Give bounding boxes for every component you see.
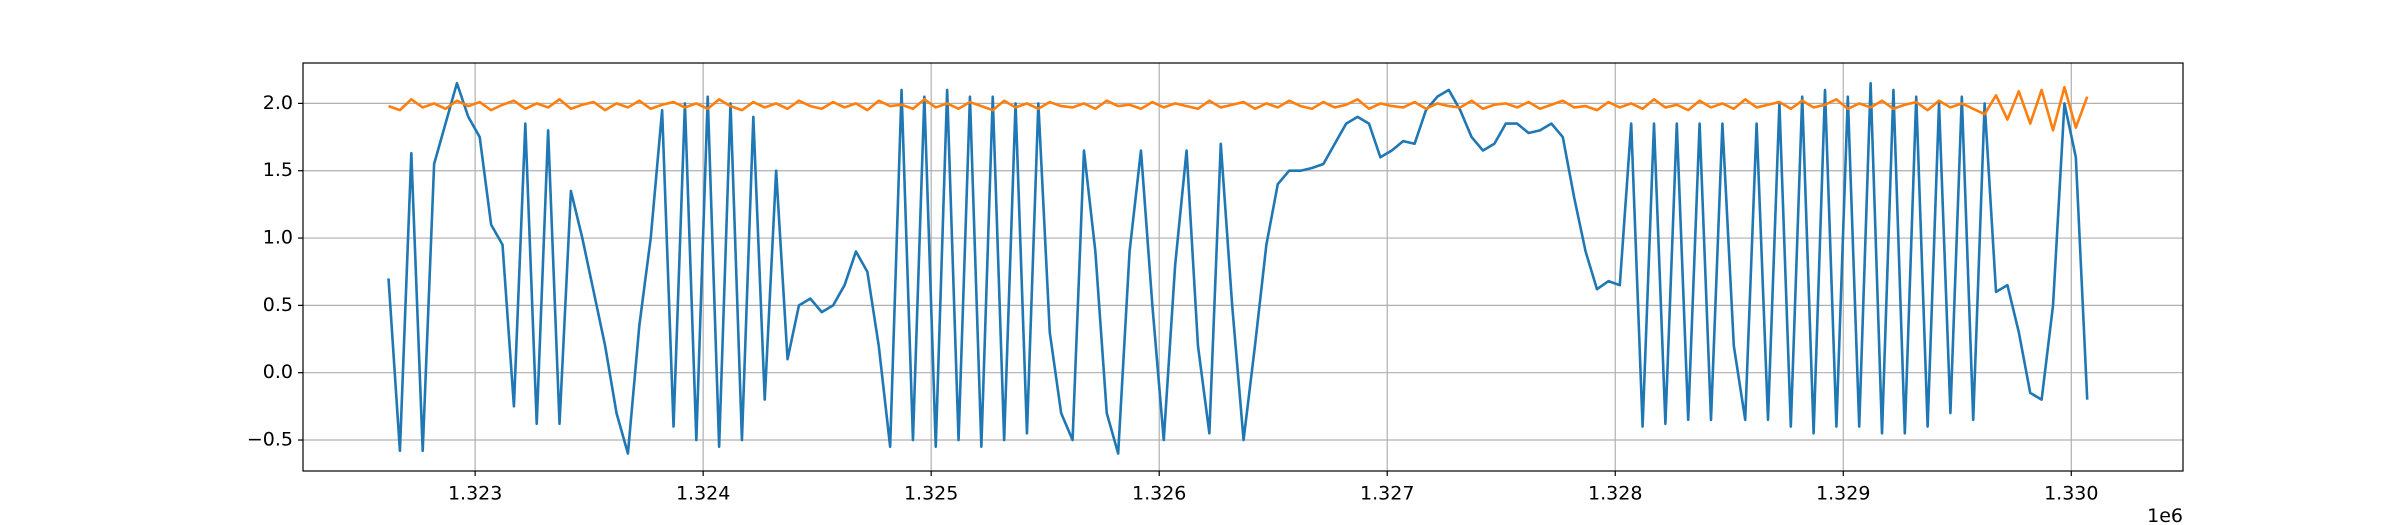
x-tick-label: 1.329 bbox=[1816, 483, 1870, 505]
x-offset-label: 1e6 bbox=[2147, 505, 2183, 525]
y-tick-label: −0.5 bbox=[247, 429, 293, 451]
y-tick-label: 1.0 bbox=[263, 227, 293, 249]
series-line bbox=[388, 85, 2089, 132]
x-tick-label: 1.327 bbox=[1360, 483, 1414, 505]
x-tick-label: 1.323 bbox=[448, 483, 502, 505]
y-tick-label: 2.0 bbox=[263, 92, 293, 114]
y-tick-label: 1.5 bbox=[263, 159, 293, 181]
y-tick-label: 0.5 bbox=[263, 294, 293, 316]
series-line bbox=[387, 81, 2089, 455]
x-tick-label: 1.324 bbox=[676, 483, 730, 505]
x-tick-label: 1.325 bbox=[904, 483, 958, 505]
x-tick-label: 1.326 bbox=[1132, 483, 1186, 505]
y-tick-label: 0.0 bbox=[263, 361, 293, 383]
x-tick-label: 1.328 bbox=[1588, 483, 1642, 505]
x-tick-label: 1.330 bbox=[2044, 483, 2098, 505]
plot-frame bbox=[302, 62, 2184, 472]
